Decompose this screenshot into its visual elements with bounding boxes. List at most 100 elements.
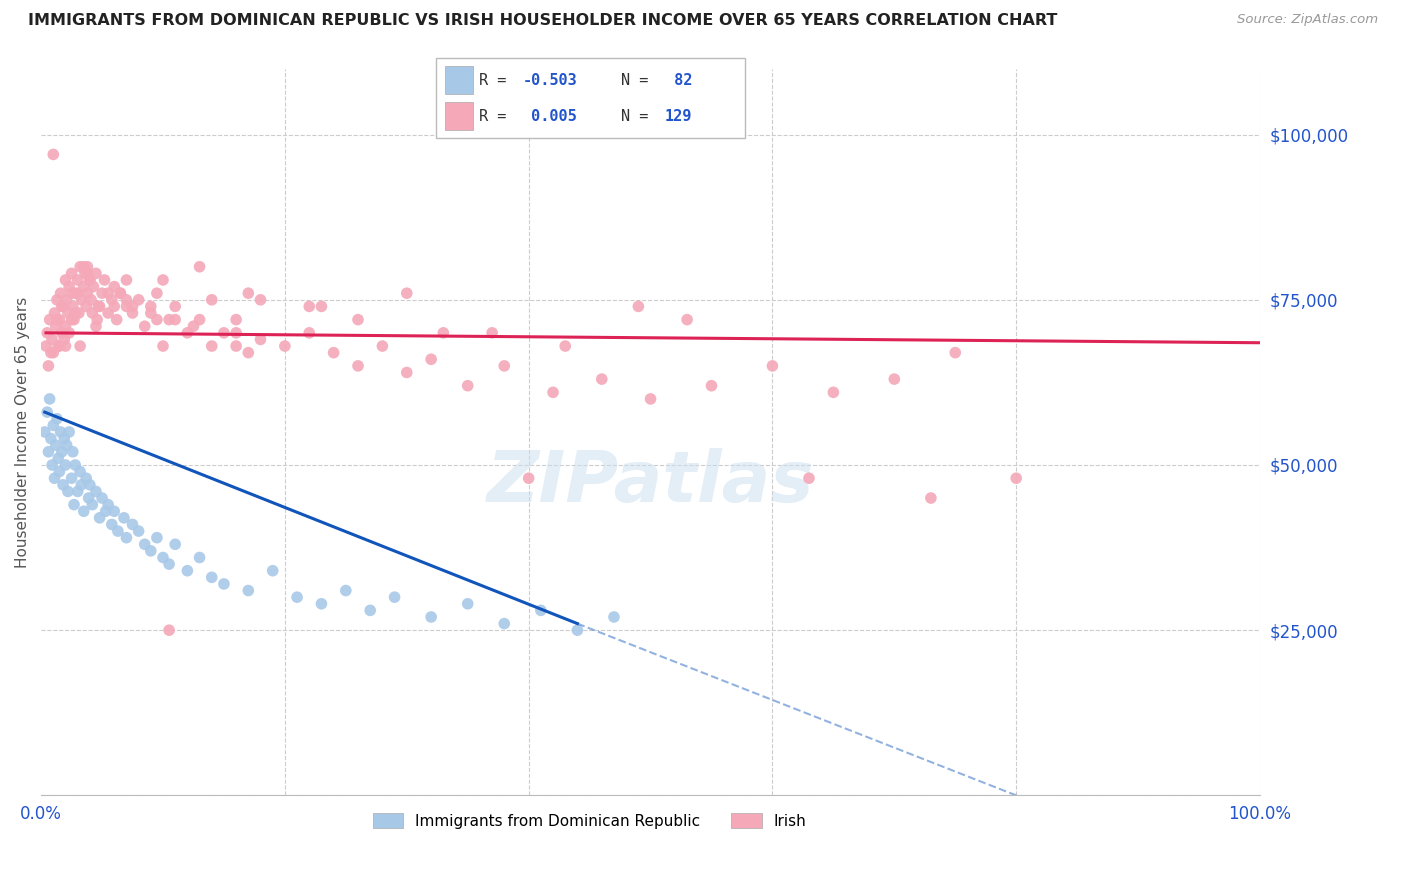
Point xyxy=(55,293,77,307)
Point xyxy=(115,293,138,307)
Point xyxy=(67,306,90,320)
Legend: Immigrants from Dominican Republic, Irish: Immigrants from Dominican Republic, Iris… xyxy=(367,807,813,835)
Point xyxy=(45,438,67,452)
Point xyxy=(82,306,104,320)
Point xyxy=(249,333,271,347)
Point xyxy=(249,293,271,307)
Point xyxy=(225,312,247,326)
Point xyxy=(157,312,180,326)
Point xyxy=(384,590,406,604)
Point xyxy=(69,260,91,274)
Point xyxy=(58,326,80,340)
Point xyxy=(152,550,174,565)
Point xyxy=(627,300,650,314)
Point xyxy=(371,339,394,353)
Point xyxy=(51,300,73,314)
Point xyxy=(238,583,260,598)
Point xyxy=(69,465,91,479)
Point xyxy=(157,557,180,571)
Point xyxy=(94,504,117,518)
Point xyxy=(420,610,443,624)
Point xyxy=(91,286,114,301)
Point xyxy=(494,359,516,373)
Point xyxy=(84,484,107,499)
Point xyxy=(128,293,150,307)
Point xyxy=(80,293,103,307)
Point xyxy=(53,432,76,446)
Point xyxy=(188,312,211,326)
Point xyxy=(530,603,553,617)
Point xyxy=(238,345,260,359)
Point xyxy=(55,273,77,287)
Point xyxy=(37,326,59,340)
Point xyxy=(49,286,72,301)
Point xyxy=(53,333,76,347)
Point xyxy=(640,392,662,406)
Point xyxy=(70,293,93,307)
Point xyxy=(55,319,77,334)
Point xyxy=(42,418,65,433)
Point xyxy=(238,286,260,301)
Point xyxy=(823,385,845,400)
Point xyxy=(176,564,198,578)
FancyBboxPatch shape xyxy=(446,103,472,130)
Point xyxy=(73,504,96,518)
Point xyxy=(46,411,69,425)
Text: R =: R = xyxy=(479,73,516,88)
Point xyxy=(62,300,84,314)
Point xyxy=(420,352,443,367)
Point xyxy=(52,478,75,492)
Point xyxy=(70,478,93,492)
Text: ZIPatlas: ZIPatlas xyxy=(486,449,814,517)
Point xyxy=(201,570,224,584)
Point xyxy=(121,300,143,314)
Point xyxy=(63,498,86,512)
Point xyxy=(432,326,454,340)
Point xyxy=(101,517,124,532)
Point xyxy=(87,300,110,314)
Point xyxy=(347,359,370,373)
Point xyxy=(298,326,321,340)
Text: 82: 82 xyxy=(665,73,692,88)
Point xyxy=(107,524,129,538)
Point xyxy=(152,339,174,353)
Point xyxy=(56,306,79,320)
Point xyxy=(34,425,56,439)
Point xyxy=(134,319,156,334)
Point xyxy=(52,300,75,314)
Point xyxy=(58,425,80,439)
Point xyxy=(225,326,247,340)
Point xyxy=(44,306,66,320)
Point xyxy=(37,444,59,458)
Point xyxy=(65,286,87,301)
Point xyxy=(58,279,80,293)
Point xyxy=(152,273,174,287)
Point xyxy=(35,339,58,353)
Point xyxy=(157,623,180,637)
Point xyxy=(139,300,162,314)
Point xyxy=(75,300,97,314)
Point xyxy=(60,286,83,301)
Point xyxy=(311,300,333,314)
Point xyxy=(60,312,83,326)
Point xyxy=(103,504,125,518)
Point xyxy=(41,333,63,347)
Point xyxy=(457,597,479,611)
Point xyxy=(591,372,613,386)
Point xyxy=(335,583,357,598)
Point xyxy=(46,451,69,466)
Point xyxy=(48,465,70,479)
Point xyxy=(93,273,115,287)
Point xyxy=(46,339,69,353)
Point xyxy=(97,498,120,512)
Point xyxy=(176,326,198,340)
Point xyxy=(188,260,211,274)
Point xyxy=(262,564,284,578)
Point xyxy=(75,471,97,485)
Point xyxy=(359,603,381,617)
Point xyxy=(62,444,84,458)
Point xyxy=(65,458,87,472)
Text: 0.005: 0.005 xyxy=(523,109,578,124)
Point xyxy=(45,319,67,334)
Point xyxy=(97,286,120,301)
